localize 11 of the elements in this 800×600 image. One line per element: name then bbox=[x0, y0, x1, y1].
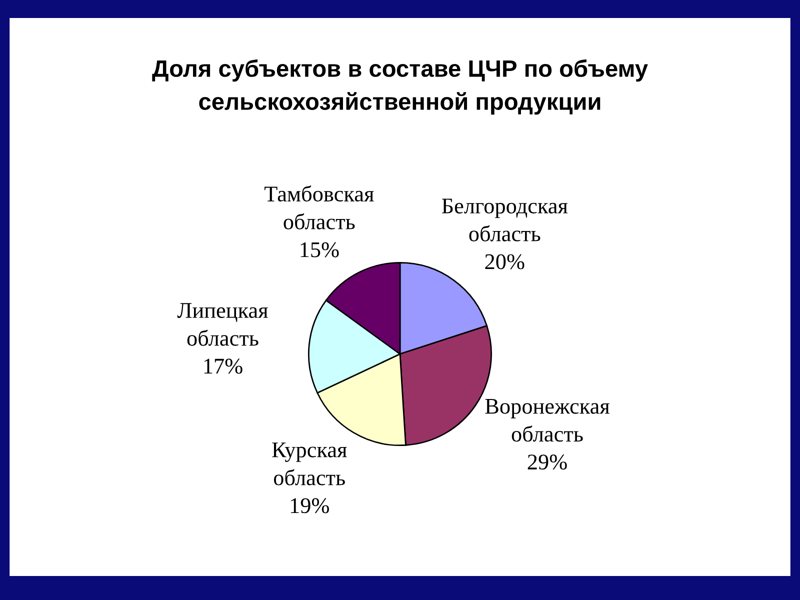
data-label: 19% bbox=[290, 498, 329, 514]
slice-label: Курская область bbox=[272, 442, 347, 486]
slice-label: Липецкая область bbox=[177, 303, 268, 346]
data-label: 15% bbox=[300, 242, 339, 258]
data-label: 29% bbox=[528, 454, 567, 470]
data-label: 20% bbox=[485, 254, 524, 270]
slice-label: Воронежская область bbox=[485, 399, 610, 442]
slice-label: Белгородская область bbox=[442, 198, 568, 242]
chart-title: Доля субъектов в составе ЦЧР по объему сельскохозяйственной продукции bbox=[152, 59, 648, 115]
slice-label: Тамбовская область bbox=[264, 185, 374, 230]
data-label: 17% bbox=[204, 358, 242, 374]
